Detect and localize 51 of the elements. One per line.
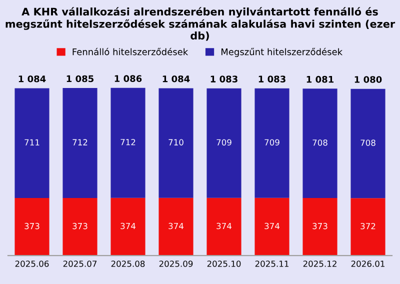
- data-label: 372: [360, 222, 376, 230]
- chart-title: A KHR vállalkozási alrendszerében nyilvántartott fennálló és megszűnt hitelszerződések számának alakulása havi szinten (ezer db): [6, 7, 396, 41]
- data-label: 710: [168, 139, 184, 146]
- x-tick-label: 2025.12: [303, 260, 336, 267]
- legend-label: Megszűnt hitelszerződések: [221, 48, 343, 57]
- x-tick-label: 2025.07: [63, 260, 97, 267]
- bar: [110, 198, 146, 256]
- data-label: 709: [216, 139, 232, 146]
- data-label: 711: [24, 139, 40, 146]
- bar: [254, 198, 290, 256]
- data-label: 374: [168, 222, 184, 230]
- data-label: 373: [312, 222, 328, 230]
- data-label: 712: [72, 139, 88, 146]
- bar: [350, 198, 386, 256]
- x-tick-label: 2025.11: [255, 260, 288, 267]
- bar: [110, 88, 146, 198]
- total-label: 1 081: [306, 76, 334, 83]
- bar: [62, 88, 98, 198]
- bar: [254, 88, 290, 198]
- bar: [14, 198, 50, 256]
- legend-label: Fennálló hitelszerződések: [72, 48, 188, 56]
- data-label: 373: [24, 222, 40, 230]
- bar: [158, 88, 194, 198]
- data-label: 709: [264, 139, 280, 146]
- data-label: 708: [312, 139, 328, 146]
- x-tick-label: 2026.01: [351, 260, 384, 267]
- bar: [62, 198, 98, 256]
- data-label: 374: [120, 222, 136, 230]
- bar: [158, 198, 194, 256]
- total-label: 1 084: [162, 75, 190, 82]
- data-label: 374: [264, 222, 280, 230]
- bar: [302, 198, 338, 256]
- x-tick-label: 2025.09: [159, 260, 193, 267]
- data-label: 712: [120, 138, 136, 146]
- total-label: 1 086: [114, 75, 142, 82]
- bar: [350, 88, 386, 198]
- total-label: 1 083: [258, 76, 286, 82]
- total-label: 1 083: [210, 76, 238, 82]
- x-tick-label: 2025.06: [15, 260, 49, 267]
- x-tick-label: 2025.08: [111, 260, 145, 267]
- bar: [302, 88, 338, 198]
- bar: [206, 198, 242, 256]
- total-label: 1 080: [354, 76, 382, 83]
- bar: [14, 88, 50, 198]
- total-label: 1 085: [66, 75, 94, 82]
- data-label: 373: [72, 222, 88, 230]
- data-label: 374: [216, 222, 232, 230]
- bar: [206, 88, 242, 198]
- data-label: 708: [360, 140, 376, 146]
- x-tick-label: 2025.10: [207, 260, 241, 267]
- total-label: 1 084: [18, 75, 46, 82]
